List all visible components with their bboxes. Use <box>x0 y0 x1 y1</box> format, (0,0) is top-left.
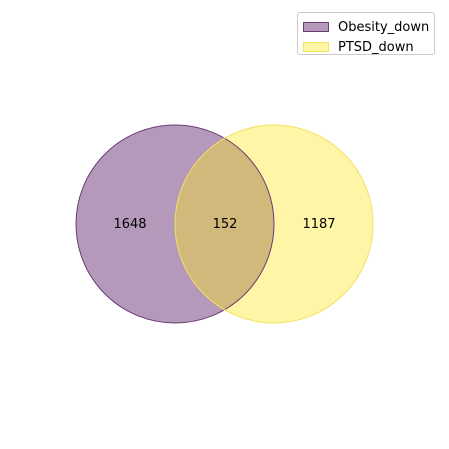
legend-item-obesity-down: Obesity_down <box>302 17 434 37</box>
count-intersection: 152 <box>213 217 238 232</box>
set-obesity-down-outline <box>75 124 275 324</box>
legend: Obesity_down PTSD_down <box>297 12 435 55</box>
intersection-region <box>175 125 274 323</box>
legend-swatch-obesity-down <box>303 22 329 32</box>
count-obesity-down-only: 1648 <box>113 217 146 232</box>
legend-item-ptsd-down: PTSD_down <box>302 37 434 57</box>
legend-label-ptsd-down: PTSD_down <box>338 39 414 55</box>
set-ptsd-down-outline <box>174 124 374 324</box>
legend-swatch-ptsd-down <box>303 42 329 52</box>
legend-label-obesity-down: Obesity_down <box>338 19 430 35</box>
count-ptsd-down-only: 1187 <box>302 217 335 232</box>
